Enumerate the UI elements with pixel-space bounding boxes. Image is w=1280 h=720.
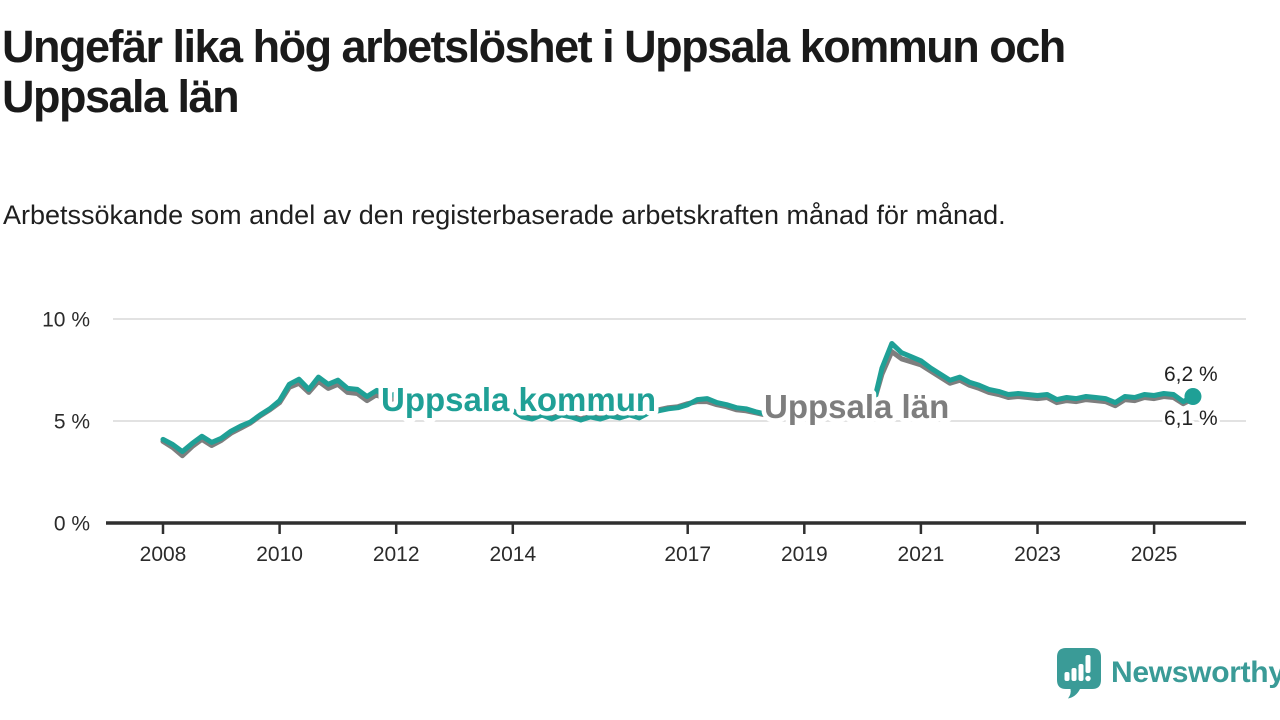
- chart-title: Ungefär lika hög arbetslöshet i Uppsala …: [2, 21, 1066, 122]
- x-tick-label: 2017: [664, 543, 711, 566]
- newsworthy-wordmark: Newsworthy: [1111, 656, 1280, 689]
- series-label-uppsala-lan: Uppsala län: [764, 388, 949, 425]
- series-line-gray: [160, 349, 1196, 459]
- logo-bar-chart-glyph: [1064, 655, 1091, 682]
- logo-exclamation-bar: [1085, 655, 1091, 673]
- newsworthy-logo: Newsworthy: [1056, 647, 1280, 699]
- x-axis: [106, 521, 1246, 534]
- x-tick-label: 2010: [256, 543, 303, 566]
- logo-exclamation-dot: [1085, 675, 1091, 682]
- x-tick-label: 2014: [489, 543, 536, 566]
- y-axis-labels: 10 % 5 % 0 %: [42, 309, 90, 536]
- end-value-uppsala-kommun: 6,2 %: [1164, 363, 1218, 386]
- x-tick-label: 2021: [898, 543, 945, 566]
- y-tick-label: 5 %: [54, 411, 90, 434]
- x-tick-label: 2008: [140, 543, 187, 566]
- series-end-dot: [1184, 388, 1202, 406]
- x-tick-label: 2012: [373, 543, 420, 566]
- x-tick-label: 2019: [781, 543, 828, 566]
- newsworthy-logo-icon: [1057, 648, 1101, 699]
- series-line-teal: [160, 341, 1196, 455]
- y-tick-label: 10 %: [42, 309, 90, 332]
- x-tick-label: 2023: [1014, 543, 1061, 566]
- x-axis-labels: 2008 2010 2012 2014 2017 2019 2021 2023 2025: [140, 543, 1178, 566]
- chart-subtitle: Arbetssökande som andel av den registerb…: [3, 200, 1006, 230]
- x-tick-label: 2025: [1131, 543, 1178, 566]
- y-tick-label: 0 %: [54, 513, 90, 536]
- series-label-uppsala-kommun: Uppsala kommun: [381, 381, 656, 418]
- series-lines: [160, 341, 1196, 459]
- end-value-uppsala-lan: 6,1 %: [1164, 407, 1218, 430]
- gridlines: [113, 318, 1246, 422]
